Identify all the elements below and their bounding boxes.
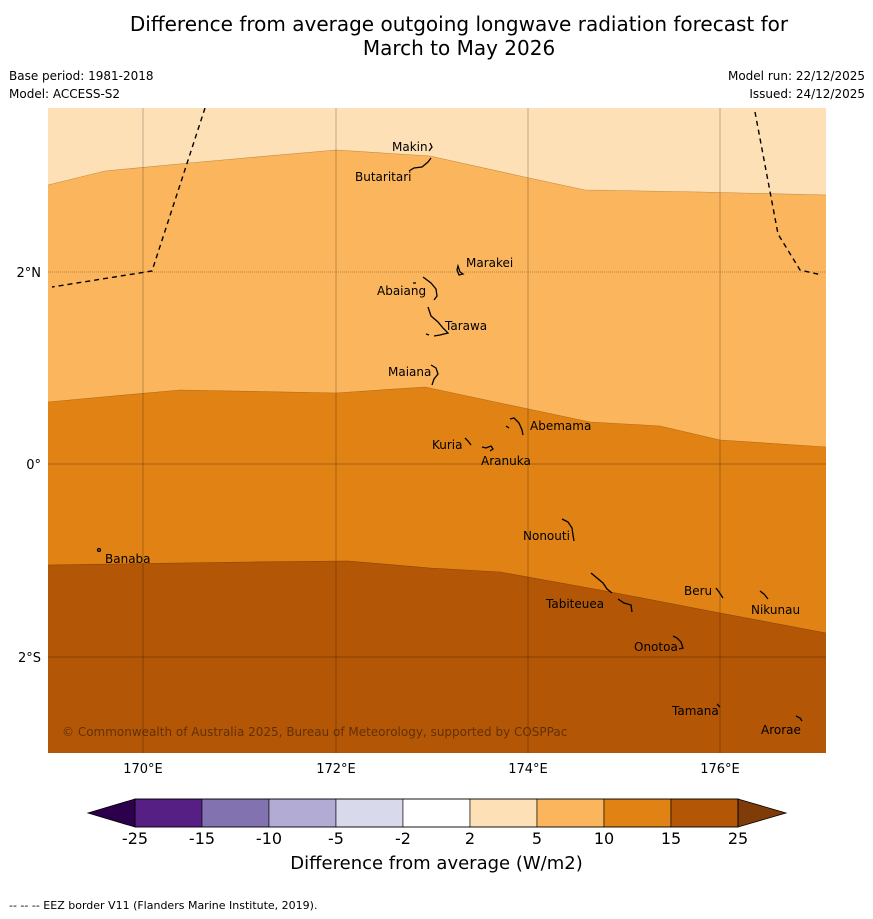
colorbar-tick-label: 10 <box>594 829 614 848</box>
place-label-maiana: Maiana <box>388 365 431 379</box>
place-label-tarawa: Tarawa <box>444 319 487 333</box>
place-label-onotoa: Onotoa <box>634 640 678 654</box>
colorbar-cell <box>603 798 672 828</box>
lat-label-2n: 2°N <box>17 266 42 281</box>
lat-label-0: 0° <box>26 458 41 473</box>
place-label-arorae: Arorae <box>761 723 801 737</box>
colorbar-tick-label: 2 <box>465 829 475 848</box>
colorbar-cell <box>268 798 337 828</box>
colorbar-cell <box>536 798 605 828</box>
eez-footnote: -- -- -- EEZ border V11 (Flanders Marine… <box>9 899 318 912</box>
colorbar-cells <box>134 798 739 828</box>
model-run: Model run: 22/12/2025 <box>727 69 865 83</box>
place-label-abaiang: Abaiang <box>377 284 426 298</box>
place-label-butaritari: Butaritari <box>355 170 412 184</box>
colorbar-cell <box>670 798 739 828</box>
place-label-banaba: Banaba <box>105 552 151 566</box>
place-label-kuria: Kuria <box>432 438 463 452</box>
lon-label-170e: 170°E <box>123 762 163 777</box>
lon-label-172e: 172°E <box>316 762 356 777</box>
colorbar-ticks: -25 -15 -10 -5 -2 2 5 10 15 25 <box>122 829 748 848</box>
copyright-notice: © Commonwealth of Australia 2025, Bureau… <box>62 725 567 739</box>
place-label-tabiteuea: Tabiteuea <box>545 597 604 611</box>
colorbar-cell <box>469 798 538 828</box>
gridlines <box>48 108 826 753</box>
colorbar-cell <box>335 798 404 828</box>
place-label-tamana: Tamana <box>671 704 719 718</box>
colorbar-tick-label: -10 <box>256 829 282 848</box>
place-label-beru: Beru <box>684 584 712 598</box>
colorbar-tick-label: -15 <box>189 829 215 848</box>
title-line-2: March to May 2026 <box>362 36 556 60</box>
base-period: Base period: 1981-2018 <box>9 69 154 83</box>
place-label-makin: Makin <box>392 140 428 154</box>
place-label-abemama: Abemama <box>530 419 591 433</box>
title-line-1: Difference from average outgoing longwav… <box>129 12 789 36</box>
place-label-nonouti: Nonouti <box>523 529 570 543</box>
colorbar-tick-label: 5 <box>532 829 542 848</box>
chart-title: Difference from average outgoing longwav… <box>0 12 873 60</box>
place-label-nikunau: Nikunau <box>751 603 800 617</box>
colorbar-cell <box>134 798 203 828</box>
colorbar-extend-low <box>86 798 136 828</box>
meta-left: Base period: 1981-2018 Model: ACCESS-S2 <box>9 67 154 103</box>
place-label-marakei: Marakei <box>466 256 513 270</box>
lat-label-2s: 2°S <box>18 651 41 666</box>
colorbar-tick-label: -5 <box>328 829 344 848</box>
colorbar: -25 -15 -10 -5 -2 2 5 10 15 25 <box>86 798 788 848</box>
model-name: Model: ACCESS-S2 <box>9 87 121 101</box>
colorbar-tick-label: 25 <box>728 829 748 848</box>
colorbar-cell <box>402 798 471 828</box>
place-label-aranuka: Aranuka <box>481 454 531 468</box>
colorbar-tick-label: 15 <box>661 829 681 848</box>
colorbar-tick-label: -25 <box>122 829 148 848</box>
colorbar-title: Difference from average (W/m2) <box>290 853 583 874</box>
colorbar-tick-label: -2 <box>395 829 411 848</box>
lon-label-174e: 174°E <box>508 762 548 777</box>
meta-right: Model run: 22/12/2025 Issued: 24/12/2025 <box>728 67 865 103</box>
eez-borders <box>51 108 823 288</box>
colorbar-extend-high <box>737 798 788 828</box>
lon-label-176e: 176°E <box>700 762 740 777</box>
issued-date: Issued: 24/12/2025 <box>749 87 865 101</box>
map-area: Makin Butaritari Marakei Abaiang Tarawa … <box>48 108 826 753</box>
colorbar-cell <box>201 798 270 828</box>
island-outlines <box>96 142 803 722</box>
